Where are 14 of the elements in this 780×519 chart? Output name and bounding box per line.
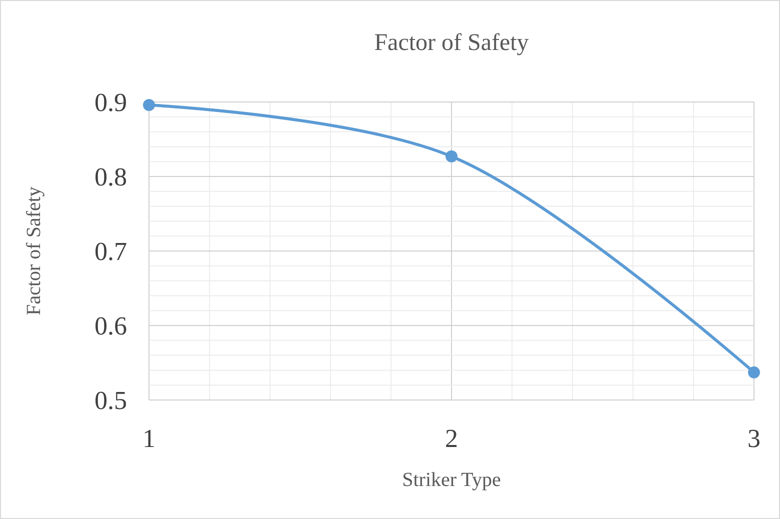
x-tick-label: 1 <box>142 424 156 453</box>
chart-title: Factor of Safety <box>374 30 529 56</box>
point <box>748 366 760 378</box>
y-tick-label: 0.8 <box>94 162 127 192</box>
y-tick-label: 0.9 <box>94 88 127 118</box>
x-tick-label: 3 <box>748 424 760 453</box>
x-axis-title: Striker Type <box>402 469 501 491</box>
x-tick-label: 2 <box>445 424 458 453</box>
y-tick-label: 0.5 <box>94 386 127 416</box>
y-axis-title: Factor of Safety <box>23 186 45 316</box>
y-tick-label: 0.6 <box>94 312 127 341</box>
y-tick-label: 0.7 <box>94 237 127 266</box>
point <box>143 98 155 111</box>
point <box>446 150 458 162</box>
